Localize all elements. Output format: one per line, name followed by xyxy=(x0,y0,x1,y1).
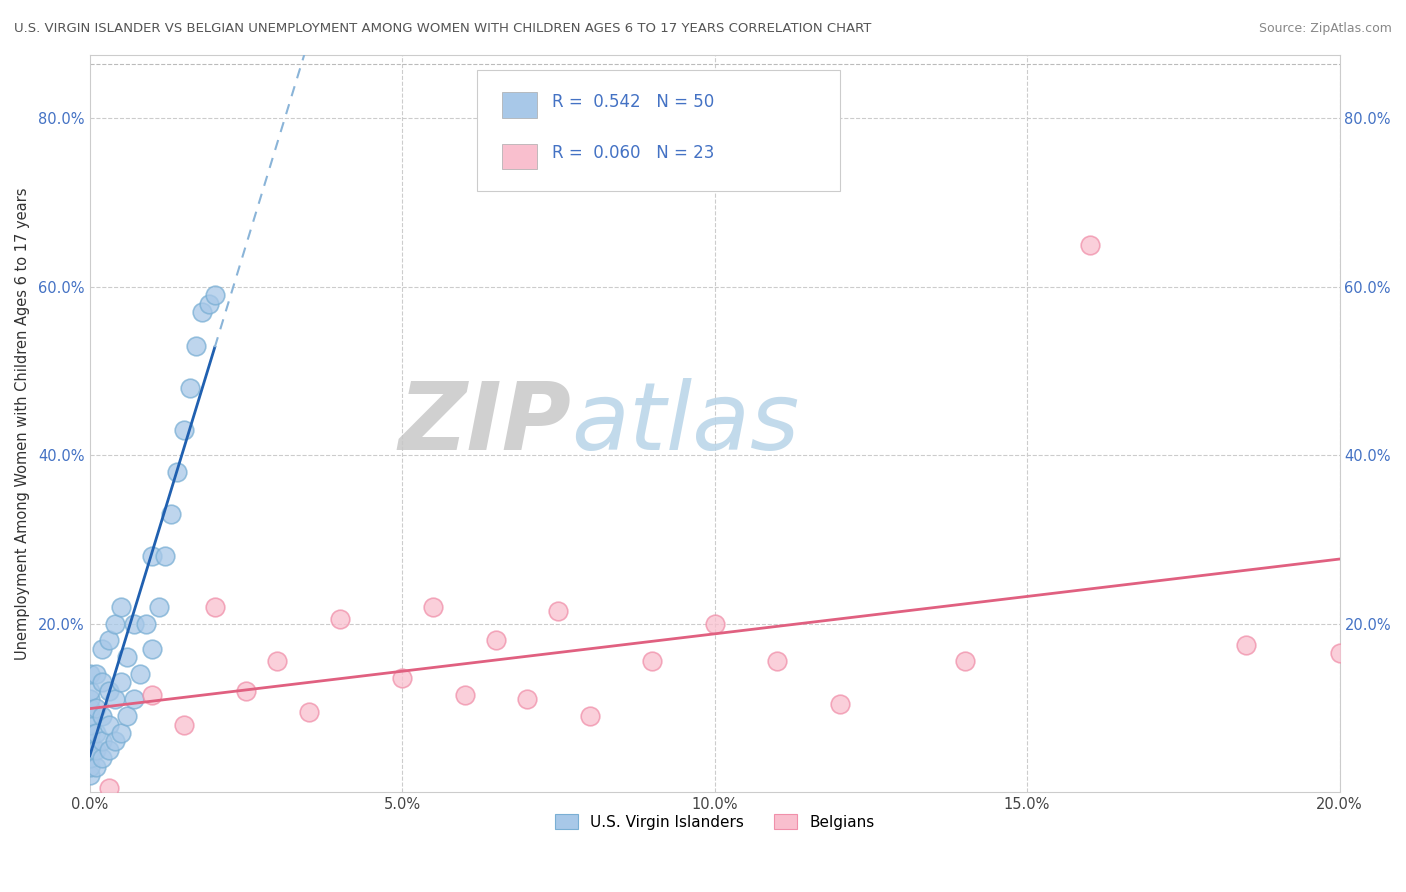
Point xyxy=(391,671,413,685)
Point xyxy=(104,692,127,706)
Point xyxy=(828,697,851,711)
Point xyxy=(91,751,114,765)
Point xyxy=(84,726,107,740)
Point xyxy=(329,612,352,626)
Point xyxy=(173,717,195,731)
Text: R =  0.060   N = 23: R = 0.060 N = 23 xyxy=(553,145,714,162)
Point xyxy=(179,381,201,395)
Point xyxy=(97,780,120,795)
Point xyxy=(422,599,444,614)
Point xyxy=(79,717,101,731)
Point xyxy=(204,599,226,614)
Point xyxy=(173,423,195,437)
Point xyxy=(104,616,127,631)
Point xyxy=(79,726,101,740)
Point xyxy=(110,599,132,614)
Point xyxy=(1234,638,1257,652)
Point xyxy=(235,684,257,698)
Point xyxy=(166,465,188,479)
Point xyxy=(141,641,163,656)
Text: ZIP: ZIP xyxy=(398,377,571,469)
Point xyxy=(79,667,101,681)
Point xyxy=(79,692,101,706)
Point xyxy=(110,675,132,690)
Point xyxy=(97,743,120,757)
Point xyxy=(117,709,139,723)
Point xyxy=(84,667,107,681)
Point xyxy=(97,717,120,731)
Point xyxy=(79,760,101,774)
Point xyxy=(84,743,107,757)
Point xyxy=(122,692,145,706)
Point xyxy=(79,743,101,757)
Point xyxy=(266,655,288,669)
Point xyxy=(128,667,150,681)
Point xyxy=(135,616,157,631)
Point xyxy=(547,604,569,618)
Text: R =  0.542   N = 50: R = 0.542 N = 50 xyxy=(553,93,714,111)
Y-axis label: Unemployment Among Women with Children Ages 6 to 17 years: Unemployment Among Women with Children A… xyxy=(15,187,30,660)
Point xyxy=(79,734,101,748)
Point xyxy=(1329,646,1351,660)
Point xyxy=(141,549,163,564)
FancyBboxPatch shape xyxy=(502,92,537,118)
Point xyxy=(97,633,120,648)
FancyBboxPatch shape xyxy=(477,70,839,192)
Point xyxy=(110,726,132,740)
Point xyxy=(79,768,101,782)
Point xyxy=(141,688,163,702)
Point xyxy=(160,507,183,521)
Point xyxy=(204,288,226,302)
Point xyxy=(97,684,120,698)
Point xyxy=(516,692,538,706)
Point xyxy=(191,305,214,319)
Point xyxy=(84,760,107,774)
Point xyxy=(148,599,170,614)
Point xyxy=(117,650,139,665)
Point xyxy=(953,655,976,669)
Point xyxy=(91,641,114,656)
Point xyxy=(766,655,789,669)
Point xyxy=(91,709,114,723)
Point xyxy=(641,655,664,669)
Text: U.S. VIRGIN ISLANDER VS BELGIAN UNEMPLOYMENT AMONG WOMEN WITH CHILDREN AGES 6 TO: U.S. VIRGIN ISLANDER VS BELGIAN UNEMPLOY… xyxy=(14,22,872,36)
Legend: U.S. Virgin Islanders, Belgians: U.S. Virgin Islanders, Belgians xyxy=(548,807,880,836)
Point xyxy=(297,705,319,719)
Point xyxy=(79,700,101,714)
Point xyxy=(197,296,219,310)
Point xyxy=(184,339,207,353)
Point xyxy=(153,549,176,564)
Point xyxy=(79,684,101,698)
Point xyxy=(91,675,114,690)
Point xyxy=(578,709,600,723)
Point xyxy=(703,616,725,631)
Point xyxy=(122,616,145,631)
Point xyxy=(91,734,114,748)
Point xyxy=(454,688,477,702)
Point xyxy=(79,709,101,723)
Point xyxy=(79,751,101,765)
Point xyxy=(485,633,508,648)
Point xyxy=(104,734,127,748)
Text: atlas: atlas xyxy=(571,378,799,469)
Text: Source: ZipAtlas.com: Source: ZipAtlas.com xyxy=(1258,22,1392,36)
Point xyxy=(1078,237,1101,252)
FancyBboxPatch shape xyxy=(502,144,537,169)
Point xyxy=(84,700,107,714)
